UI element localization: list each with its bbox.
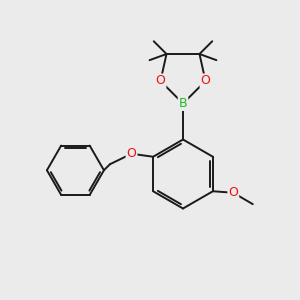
Text: O: O bbox=[201, 74, 210, 88]
Text: O: O bbox=[156, 74, 165, 88]
Text: O: O bbox=[127, 147, 136, 160]
Text: B: B bbox=[179, 97, 187, 110]
Text: O: O bbox=[228, 186, 238, 199]
